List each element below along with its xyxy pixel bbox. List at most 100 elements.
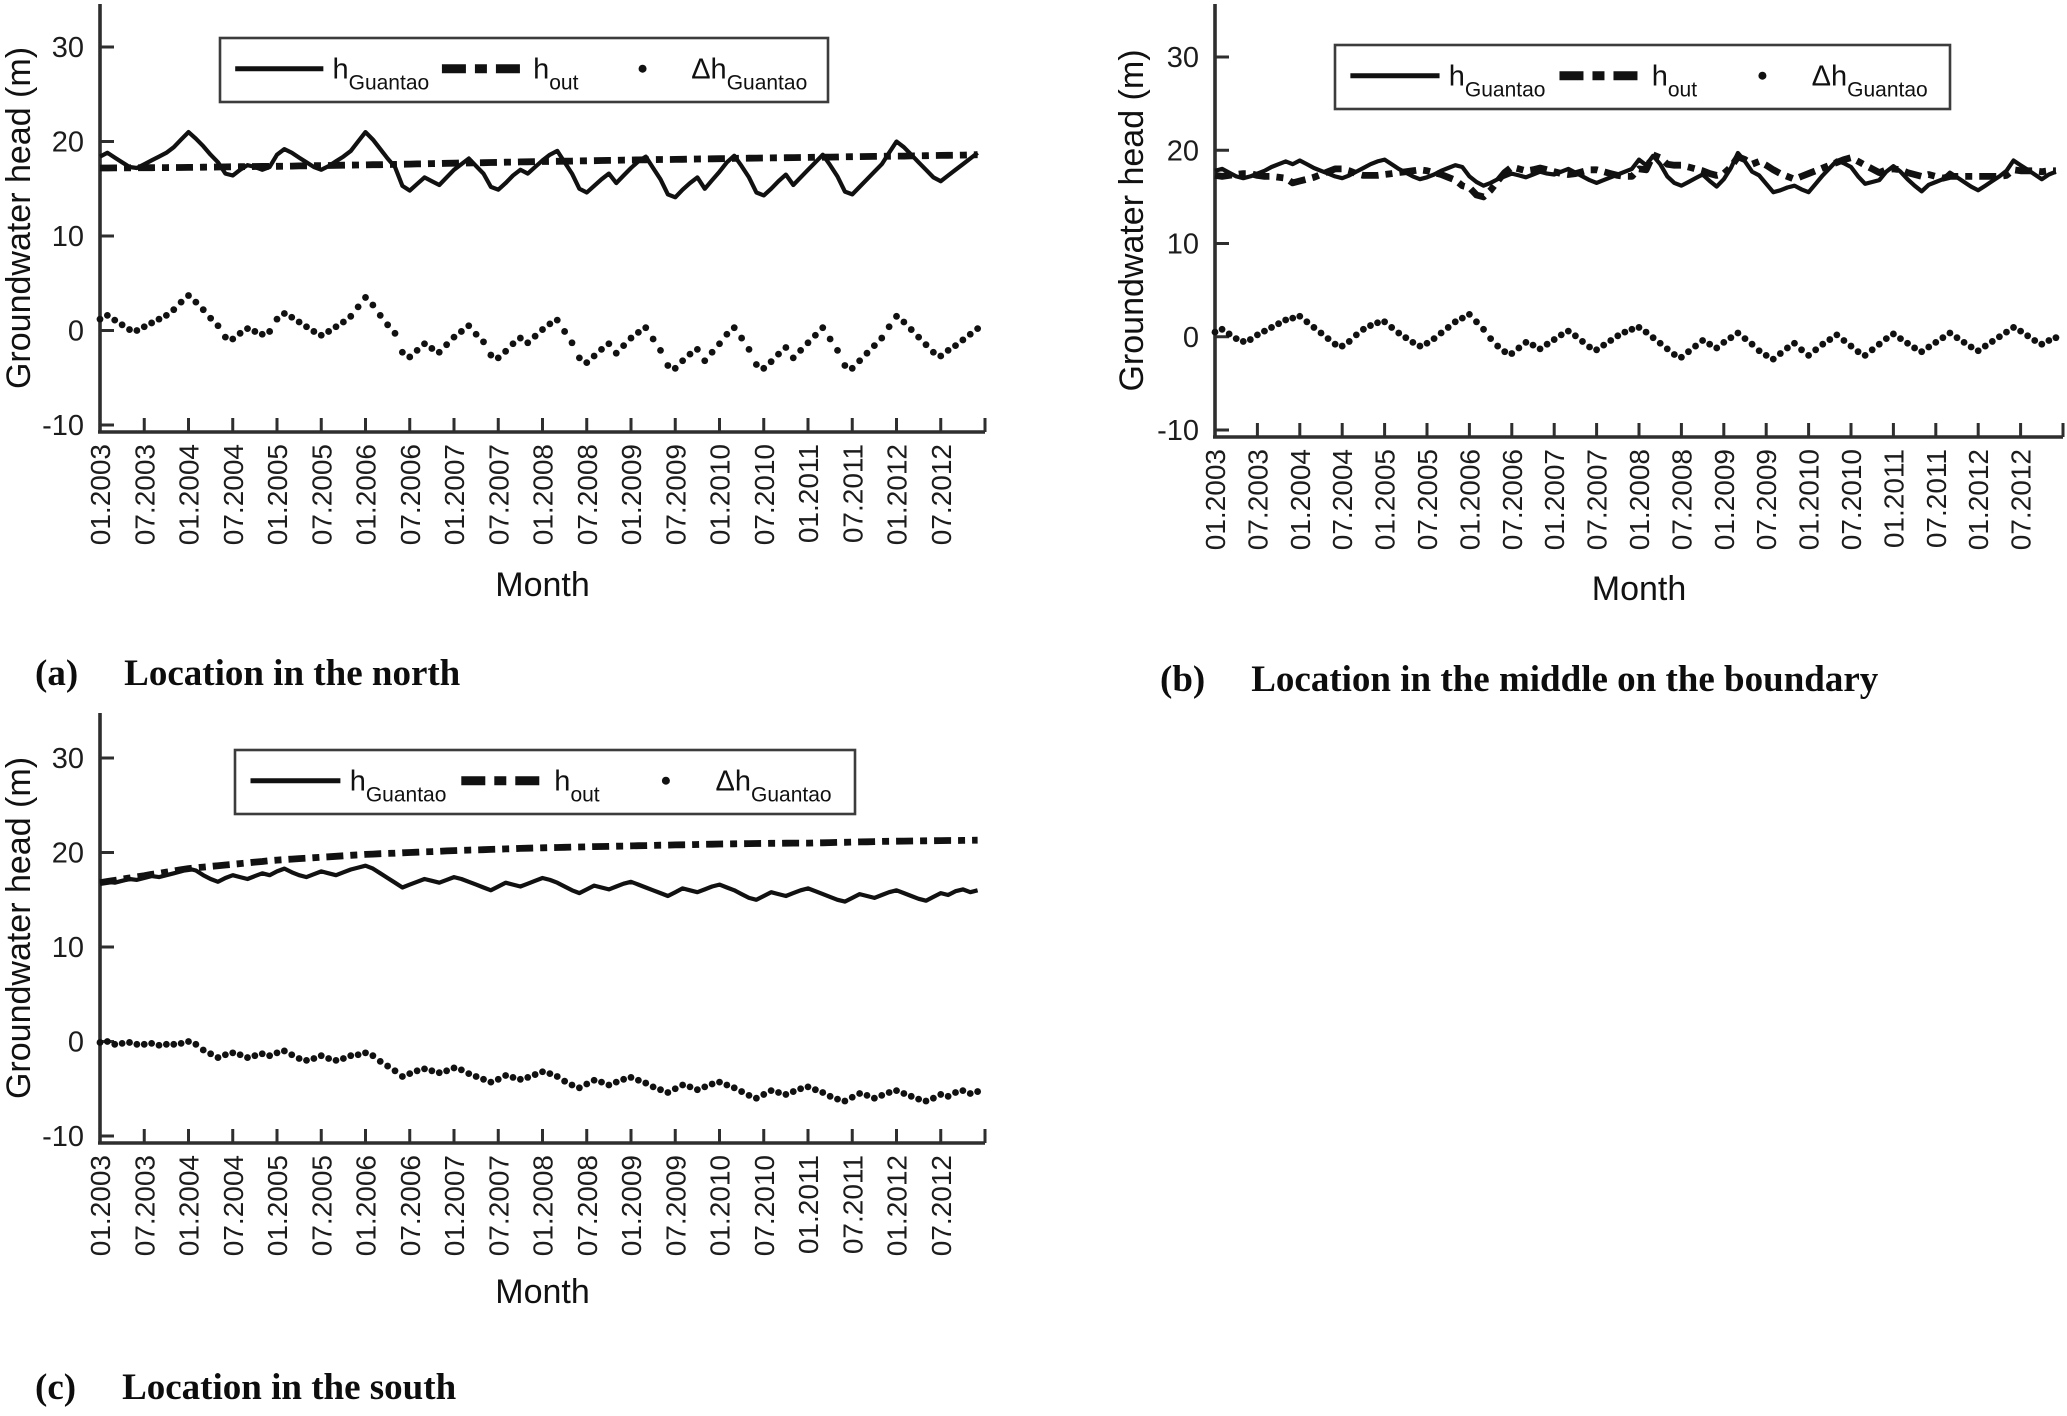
x-tick-label: 01.2003 xyxy=(85,444,116,545)
x-tick-label: 07.2008 xyxy=(572,444,603,545)
x-tick-label: 01.2010 xyxy=(705,1155,736,1256)
x-tick-label: 07.2009 xyxy=(660,444,691,545)
x-tick-label: 07.2006 xyxy=(395,444,426,545)
x-tick-label: 07.2007 xyxy=(483,444,514,545)
y-tick-label: 20 xyxy=(52,838,84,870)
x-tick-label: 07.2005 xyxy=(306,1155,337,1256)
x-tick-label: 07.2003 xyxy=(129,1155,160,1256)
caption-b: (b) Location in the middle on the bounda… xyxy=(1160,658,1878,701)
y-axis-title: Groundwater head (m) xyxy=(0,47,38,389)
caption-a-tag: (a) xyxy=(35,653,79,694)
legend-entry-h-out: hout xyxy=(441,54,579,95)
y-tick-label: -10 xyxy=(1157,415,1199,447)
series-h-out xyxy=(1214,151,2056,201)
x-axis-ticks: 01.2003 07.2003 01.2004 07.2004 01.2005 07.20… xyxy=(1200,423,2065,550)
y-tick-label: 20 xyxy=(1167,135,1199,167)
x-tick-label: 01.2005 xyxy=(1370,449,1401,550)
x-tick-label: 07.2006 xyxy=(1497,449,1528,550)
x-tick-label: 01.2008 xyxy=(528,1155,559,1256)
legend-label: ΔhGuantao xyxy=(691,54,807,95)
caption-c-text: Location in the south xyxy=(122,1367,457,1408)
x-tick-label: 01.2007 xyxy=(439,1155,470,1256)
y-tick-label: 10 xyxy=(52,221,84,253)
x-tick-label: 07.2012 xyxy=(926,1155,957,1256)
x-tick-label: 01.2006 xyxy=(351,1155,382,1256)
legend-label: hGuantao xyxy=(1449,61,1546,102)
series-h-out xyxy=(99,836,978,887)
legend-label: hout xyxy=(1652,61,1697,102)
x-tick-label: 07.2006 xyxy=(395,1155,426,1256)
caption-b-tag: (b) xyxy=(1160,659,1206,700)
legend-label: hGuantao xyxy=(350,766,447,807)
legend-entry--h-guantao: ΔhGuantao xyxy=(638,54,807,95)
legend-label: ΔhGuantao xyxy=(1812,61,1928,102)
x-tick-label: 07.2008 xyxy=(572,1155,603,1256)
x-tick-label: 01.2012 xyxy=(1963,449,1994,550)
legend-entry-h-guantao: hGuantao xyxy=(1350,61,1545,102)
caption-c: (c) Location in the south xyxy=(35,1366,456,1409)
y-axis-title: Groundwater head (m) xyxy=(1115,49,1151,391)
x-tick-label: 07.2012 xyxy=(926,444,957,545)
y-tick-label: 0 xyxy=(68,1027,84,1059)
x-tick-label: 07.2004 xyxy=(218,444,249,545)
caption-a: (a) Location in the north xyxy=(35,652,460,695)
x-tick-label: 01.2009 xyxy=(616,1155,647,1256)
x-tick-label: 01.2005 xyxy=(262,444,293,545)
x-tick-label: 07.2004 xyxy=(1327,449,1358,550)
legend-entry-h-out: hout xyxy=(461,766,600,807)
x-axis-title: Month xyxy=(495,566,590,604)
caption-a-text: Location in the north xyxy=(124,653,461,694)
y-tick-label: 30 xyxy=(1167,42,1199,74)
x-tick-label: 01.2008 xyxy=(1624,449,1655,550)
legend: hGuantao hout ΔhGuantao xyxy=(218,36,830,104)
x-tick-label: 01.2006 xyxy=(1454,449,1485,550)
x-tick-label: 07.2011 xyxy=(837,1155,868,1254)
series-h-guantao xyxy=(99,130,979,200)
series--h-guantao xyxy=(96,292,982,372)
y-tick-label: 10 xyxy=(52,932,84,964)
y-axis-ticks: -10 0 10 20 30 xyxy=(42,743,114,1153)
x-tick-label: 01.2009 xyxy=(1709,449,1740,550)
y-tick-label: 30 xyxy=(52,743,84,775)
x-tick-label: 01.2003 xyxy=(1200,449,1231,550)
chart-c: -10 0 10 20 30 01.2003 07.2003 01.2004 07.2004 01… xyxy=(0,713,987,1311)
legend-entry-h-out: hout xyxy=(1559,61,1697,102)
x-tick-label: 07.2004 xyxy=(218,1155,249,1256)
series-h-guantao xyxy=(99,863,979,904)
x-tick-label: 07.2010 xyxy=(749,1155,780,1256)
legend-label: hout xyxy=(554,766,599,807)
x-axis-title: Month xyxy=(495,1273,590,1311)
x-tick-label: 07.2005 xyxy=(1412,449,1443,550)
y-tick-label: 30 xyxy=(52,32,84,64)
legend-label: hout xyxy=(533,54,578,95)
x-tick-label: 01.2004 xyxy=(1285,449,1316,550)
x-tick-label: 01.2007 xyxy=(1539,449,1570,550)
series--h-guantao xyxy=(1211,310,2060,363)
legend-entry--h-guantao: ΔhGuantao xyxy=(1758,61,1928,102)
x-tick-label: 01.2004 xyxy=(174,444,205,545)
x-tick-label: 07.2011 xyxy=(837,444,868,543)
x-tick-label: 01.2008 xyxy=(528,444,559,545)
x-tick-label: 07.2011 xyxy=(1921,449,1952,548)
x-tick-label: 07.2010 xyxy=(1836,449,1867,550)
legend-entry-h-guantao: hGuantao xyxy=(235,54,429,95)
x-tick-label: 07.2005 xyxy=(306,444,337,545)
x-tick-label: 01.2011 xyxy=(793,1155,824,1254)
legend-entry-h-guantao: hGuantao xyxy=(250,766,447,807)
y-tick-label: -10 xyxy=(42,1121,84,1153)
legend-label: ΔhGuantao xyxy=(716,766,832,807)
x-tick-label: 01.2010 xyxy=(1794,449,1825,550)
x-tick-label: 01.2010 xyxy=(705,444,736,545)
x-tick-label: 07.2009 xyxy=(1751,449,1782,550)
x-tick-label: 01.2011 xyxy=(793,444,824,543)
x-tick-label: 01.2007 xyxy=(439,444,470,545)
legend: hGuantao hout ΔhGuantao xyxy=(1333,43,1952,111)
y-tick-label: 20 xyxy=(52,127,84,159)
x-tick-label: 01.2012 xyxy=(882,1155,913,1256)
x-tick-label: 01.2004 xyxy=(174,1155,205,1256)
x-tick-label: 01.2009 xyxy=(616,444,647,545)
x-tick-label: 01.2006 xyxy=(351,444,382,545)
x-tick-label: 01.2003 xyxy=(85,1155,116,1256)
